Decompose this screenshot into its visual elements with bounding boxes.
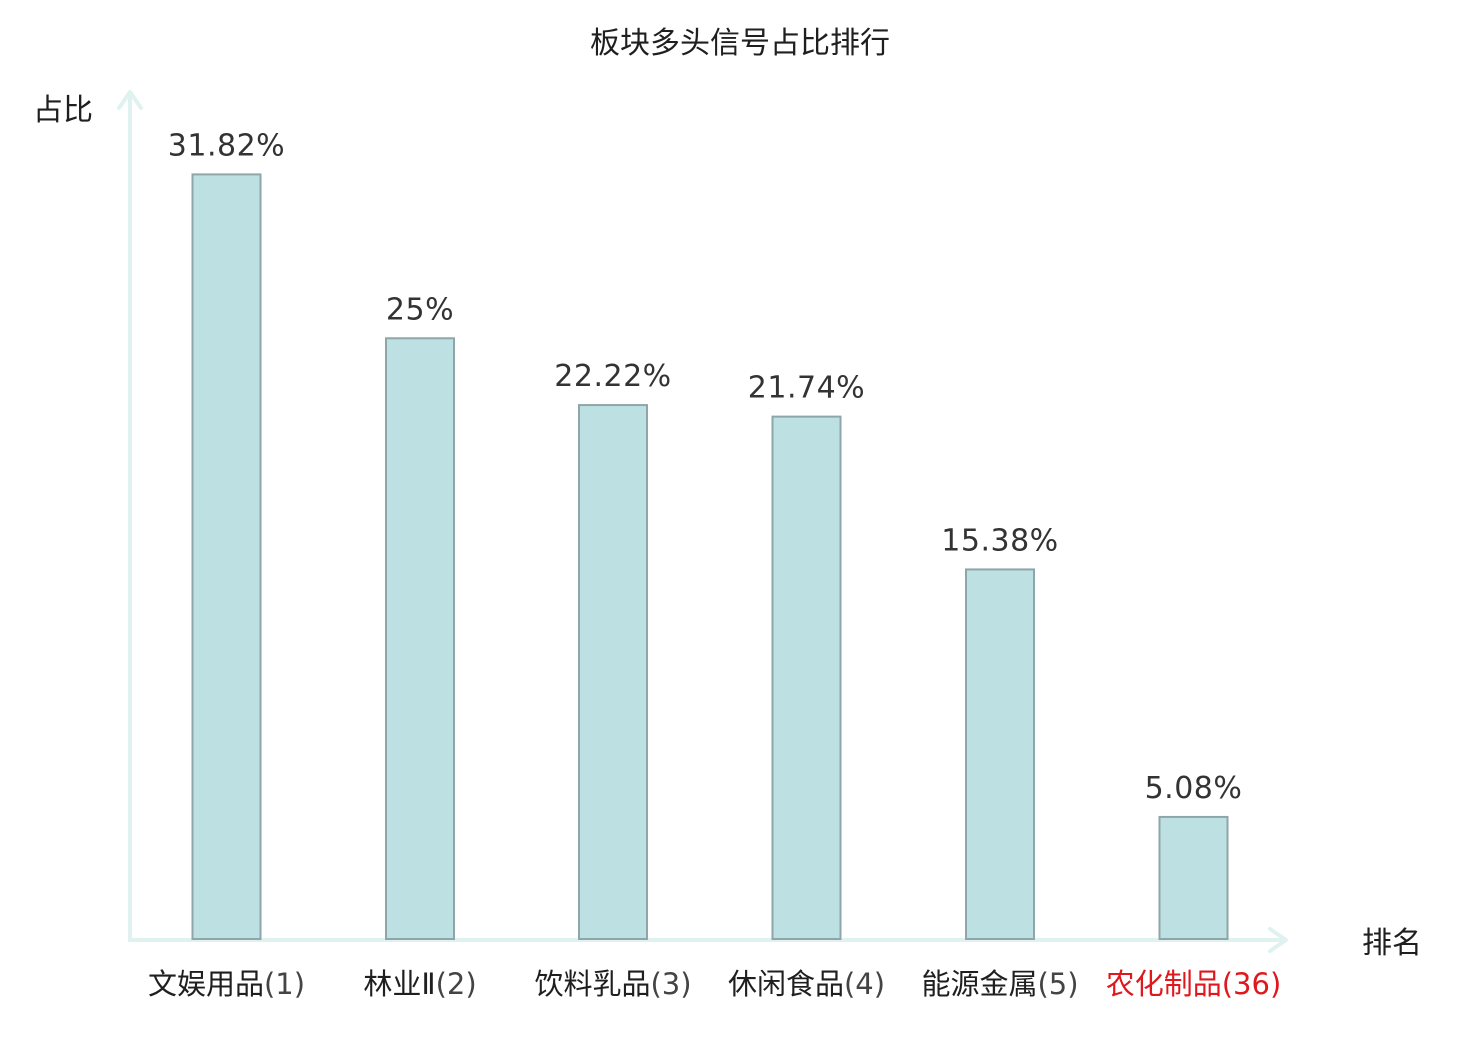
category-label: 饮料乳品(3)	[534, 967, 691, 1001]
category-labels-group: 文娱用品(1) 林业Ⅱ(2) 饮料乳品(3) 休闲食品(4) 能源金属(5) 农化制品(3…	[148, 967, 1281, 1001]
category-rank: (4)	[844, 967, 885, 1001]
y-axis-label: 占比	[33, 93, 93, 128]
category-label: 休闲食品(4)	[728, 967, 885, 1001]
value-label: 21.74%	[748, 371, 865, 406]
category-name: 文娱用品	[148, 967, 264, 1001]
value-label: 5.08%	[1145, 771, 1243, 806]
category-rank: (1)	[264, 967, 305, 1001]
chart-title: 板块多头信号占比排行	[590, 26, 890, 61]
category-label: 能源金属(5)	[921, 967, 1078, 1001]
bars-group	[191, 173, 1229, 940]
bar	[578, 404, 648, 940]
axes	[117, 90, 1288, 953]
x-axis-arrow	[1268, 927, 1288, 953]
category-name: 农化制品	[1106, 967, 1222, 1001]
bar	[1158, 815, 1229, 940]
x-axis-label: 排名	[1362, 926, 1422, 961]
category-rank: (5)	[1037, 967, 1078, 1001]
category-label: 林业Ⅱ(2)	[363, 967, 476, 1001]
value-label: 22.22%	[554, 359, 671, 394]
value-labels-group: 31.82% 25% 22.22% 21.74% 15.38% 5.08%	[168, 128, 1243, 806]
category-rank: (36)	[1222, 967, 1282, 1001]
bar	[385, 337, 455, 940]
value-label: 25%	[386, 292, 454, 327]
category-label-highlighted: 农化制品(36)	[1106, 967, 1282, 1001]
category-rank: (3)	[650, 967, 691, 1001]
category-name: 饮料乳品	[534, 967, 650, 1001]
value-label: 31.82%	[168, 128, 285, 163]
bar	[771, 415, 842, 940]
bar	[965, 568, 1035, 940]
category-name: 林业Ⅱ	[363, 967, 435, 1001]
category-name: 能源金属	[921, 967, 1037, 1001]
bar	[191, 173, 262, 940]
category-label: 文娱用品(1)	[148, 967, 305, 1001]
y-axis-arrow	[117, 90, 143, 110]
value-label: 15.38%	[941, 523, 1058, 558]
category-name: 休闲食品	[728, 967, 844, 1001]
category-rank: (2)	[436, 967, 477, 1001]
